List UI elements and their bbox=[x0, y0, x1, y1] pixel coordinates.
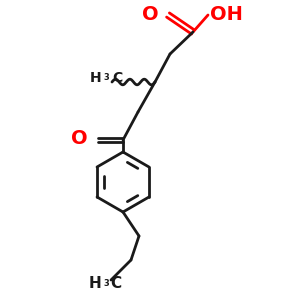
Text: C: C bbox=[112, 71, 122, 85]
Text: OH: OH bbox=[210, 4, 243, 23]
Text: 3: 3 bbox=[103, 73, 109, 82]
Text: O: O bbox=[71, 130, 88, 148]
Text: H: H bbox=[89, 71, 101, 85]
Text: O: O bbox=[142, 4, 159, 23]
Text: C: C bbox=[110, 277, 121, 292]
Text: 3: 3 bbox=[103, 279, 109, 288]
Text: H: H bbox=[88, 277, 101, 292]
